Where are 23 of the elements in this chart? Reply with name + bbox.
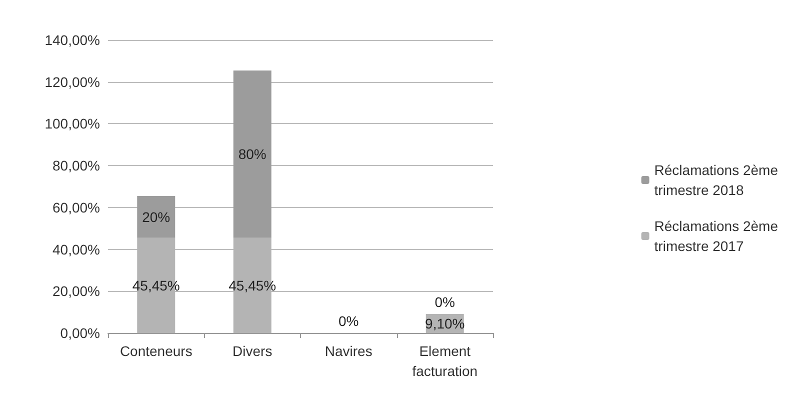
data-label: 9,10% (425, 315, 465, 332)
data-label: 0% (338, 313, 359, 329)
y-tick-label: 40,00% (52, 241, 100, 258)
x-tick-label: Navires (324, 343, 372, 359)
x-tick-label: Conteneurs (120, 343, 192, 359)
y-tick-label: 20,00% (52, 283, 100, 300)
data-label: 45,45% (132, 277, 180, 294)
data-label: 20% (142, 208, 170, 225)
y-tick-label: 120,00% (44, 74, 100, 90)
data-label: 0% (434, 294, 455, 310)
y-tick-label: 100,00% (44, 116, 100, 132)
y-tick-label: 0,00% (60, 325, 100, 341)
y-tick-label: 80,00% (52, 158, 100, 174)
y-tick-label: 140,00% (44, 32, 100, 48)
x-tick-label: Divers (232, 343, 272, 359)
x-tick-label: Element facturation (412, 343, 478, 379)
y-tick-label: 60,00% (52, 199, 100, 216)
bar (137, 196, 176, 238)
legend-label: Réclamations 2ème trimestre 2017 (654, 218, 778, 254)
data-label: 80% (238, 146, 266, 162)
legend-label: Réclamations 2ème trimestre 2018 (654, 162, 778, 198)
data-label: 45,45% (228, 277, 276, 294)
bar (233, 70, 272, 238)
